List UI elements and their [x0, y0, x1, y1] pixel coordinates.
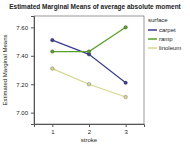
chart: Estimated Marginal Means of average abso… — [0, 0, 190, 144]
series-line — [52, 40, 125, 83]
y-axis-line — [31, 17, 35, 125]
plot-frame — [34, 16, 144, 124]
y-tick-label: 7.00 — [16, 110, 28, 116]
x-tick-mark — [52, 124, 53, 127]
series-point — [124, 26, 128, 30]
y-tick: 7.20 — [16, 82, 34, 88]
legend-swatch — [148, 47, 157, 49]
y-tick: 7.60 — [16, 25, 34, 31]
series-point — [51, 50, 55, 54]
plot: 7.00 7.20 7.40 7.60 1 2 3 — [16, 16, 144, 135]
legend-title: surface — [148, 17, 168, 23]
x-tick-label: 3 — [124, 129, 128, 135]
x-tick: 1 — [51, 124, 55, 135]
x-axis-title: stroke — [81, 137, 98, 143]
y-tick-label: 7.40 — [16, 53, 28, 59]
y-tick-mark — [31, 27, 34, 28]
y-tick-mark — [31, 84, 34, 85]
y-tick-label: 7.60 — [16, 25, 28, 31]
x-axis-line — [35, 125, 145, 128]
x-tick-mark — [126, 124, 127, 127]
legend-label: carpet — [159, 27, 176, 33]
y-tick-mark — [31, 113, 34, 114]
series-point — [51, 38, 55, 42]
x-tick: 3 — [124, 124, 128, 135]
legend-label: linoleum — [159, 45, 181, 51]
x-tick-label: 1 — [51, 129, 55, 135]
legend-swatch — [148, 29, 157, 31]
y-tick: 7.00 — [16, 110, 34, 116]
y-tick: 7.40 — [16, 53, 34, 59]
x-axis: 1 2 3 — [35, 124, 145, 135]
y-axis: 7.00 7.20 7.40 7.60 — [16, 17, 34, 125]
series-point — [124, 95, 128, 99]
x-tick-mark — [89, 124, 90, 127]
series-line — [52, 27, 125, 51]
title: Estimated Marginal Means of average abso… — [9, 3, 181, 11]
y-axis-title: Estimated Marginal Means — [2, 34, 8, 105]
series-point — [51, 67, 55, 71]
series-point — [87, 82, 91, 86]
legend: surface carpet ramp linoleum — [148, 17, 181, 51]
x-tick: 2 — [88, 124, 92, 135]
series-group — [51, 26, 128, 99]
series-point — [87, 50, 91, 54]
series-line — [52, 69, 125, 97]
legend-swatch — [148, 38, 157, 40]
y-tick-mark — [31, 56, 34, 57]
y-tick-label: 7.20 — [16, 82, 28, 88]
legend-label: ramp — [159, 36, 173, 42]
series-point — [124, 81, 128, 85]
x-tick-label: 2 — [88, 129, 92, 135]
